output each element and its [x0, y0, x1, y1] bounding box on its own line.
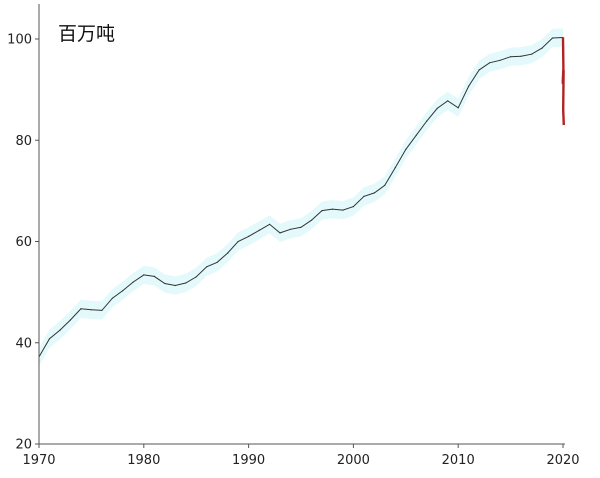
- confidence-band-layer: [39, 28, 563, 367]
- data-point: [90, 309, 92, 311]
- data-point: [551, 37, 554, 39]
- data-point: [363, 195, 365, 197]
- data-point: [143, 274, 145, 276]
- data-point: [321, 210, 323, 212]
- data-point: [216, 261, 218, 263]
- data-point: [342, 209, 344, 211]
- data-point: [478, 69, 480, 71]
- data-point: [373, 192, 375, 194]
- data-point: [468, 85, 470, 87]
- data-point: [101, 309, 103, 311]
- data-point: [132, 281, 134, 283]
- x-tick-label: 1990: [232, 453, 265, 468]
- data-point: [122, 290, 124, 292]
- data-point: [248, 235, 250, 237]
- y-tick-label: 40: [15, 336, 32, 351]
- data-point: [520, 55, 522, 57]
- data-point: [447, 100, 449, 102]
- data-point: [269, 223, 271, 225]
- x-tick-label: 1980: [127, 453, 160, 468]
- data-point: [59, 329, 61, 331]
- data-point: [206, 266, 208, 268]
- y-tick-label: 100: [7, 33, 32, 48]
- data-point: [510, 56, 512, 58]
- data-point: [153, 275, 155, 277]
- data-point: [111, 297, 113, 299]
- data-point: [489, 62, 491, 64]
- data-point: [384, 184, 386, 186]
- data-point: [394, 167, 396, 169]
- x-tick-label: 2010: [442, 453, 475, 468]
- data-point: [300, 226, 302, 228]
- data-point: [48, 338, 51, 340]
- series-line: [38, 37, 564, 358]
- data-point: [457, 107, 459, 109]
- data-point: [195, 276, 197, 278]
- y-tick-label: 80: [15, 134, 32, 149]
- data-point: [69, 319, 71, 321]
- data-point: [164, 282, 166, 285]
- series-line-layer: [38, 36, 565, 358]
- data-point: [279, 232, 281, 234]
- data-point: [426, 120, 428, 122]
- unit-label: 百万吨: [58, 23, 116, 45]
- data-point: [499, 59, 501, 61]
- data-point: [185, 282, 187, 284]
- y-tick-label: 60: [15, 235, 32, 250]
- y-tick-label: 20: [15, 438, 32, 453]
- data-point: [415, 134, 417, 136]
- data-point: [541, 47, 543, 49]
- data-point: [436, 107, 438, 109]
- data-point: [237, 240, 239, 243]
- drop-2020-segment: [561, 37, 565, 126]
- data-point: [531, 53, 533, 55]
- x-tick-label: 2020: [546, 453, 579, 468]
- data-point: [174, 284, 176, 287]
- data-point: [289, 228, 292, 230]
- data-point: [331, 208, 333, 210]
- data-point: [80, 308, 82, 310]
- x-tick-label: 2000: [337, 453, 370, 468]
- data-point: [310, 219, 313, 221]
- data-point: [227, 252, 229, 254]
- data-point: [258, 229, 260, 231]
- axis-layer: 20 40 60 80 100 1970 1980 1990 2000 2010 2020: [7, 4, 580, 468]
- x-tick-label: 1970: [22, 453, 55, 468]
- data-point: [405, 148, 407, 150]
- confidence-band: [39, 28, 563, 367]
- data-point: [352, 206, 354, 208]
